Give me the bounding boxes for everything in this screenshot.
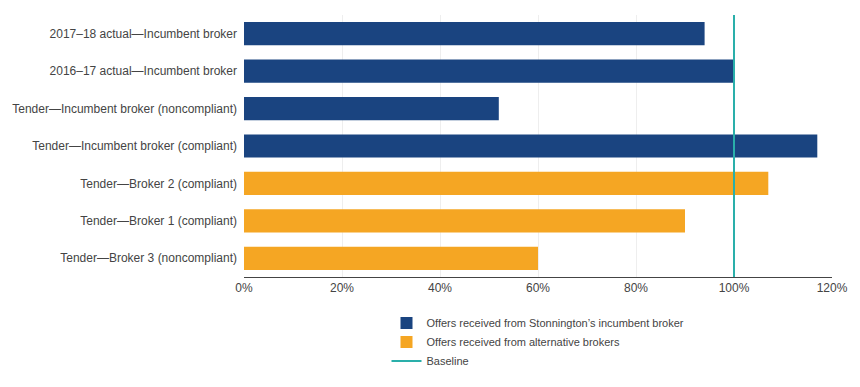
svg-text:2016–17 actual—Incumbent broke: 2016–17 actual—Incumbent broker [50,64,237,78]
svg-text:Offers received from alternati: Offers received from alternative brokers [427,336,620,348]
svg-text:Tender—Broker 2 (compliant): Tender—Broker 2 (compliant) [80,177,237,191]
svg-text:Baseline: Baseline [427,355,469,367]
svg-text:80%: 80% [624,281,648,295]
svg-text:Tender—Incumbent broker (nonco: Tender—Incumbent broker (noncompliant) [12,102,237,116]
svg-text:0%: 0% [235,281,253,295]
svg-text:Tender—Broker 1 (compliant): Tender—Broker 1 (compliant) [80,214,237,228]
svg-text:60%: 60% [526,281,550,295]
svg-text:Tender—Broker 3 (noncompliant): Tender—Broker 3 (noncompliant) [60,251,237,265]
svg-text:40%: 40% [428,281,452,295]
svg-text:20%: 20% [330,281,354,295]
svg-text:120%: 120% [817,281,848,295]
svg-text:Offers received from Stonningt: Offers received from Stonnington’s incum… [427,317,684,329]
svg-text:2017–18 actual—Incumbent broke: 2017–18 actual—Incumbent broker [50,27,237,41]
svg-text:100%: 100% [719,281,750,295]
svg-text:Tender—Incumbent broker (compl: Tender—Incumbent broker (compliant) [32,139,237,153]
